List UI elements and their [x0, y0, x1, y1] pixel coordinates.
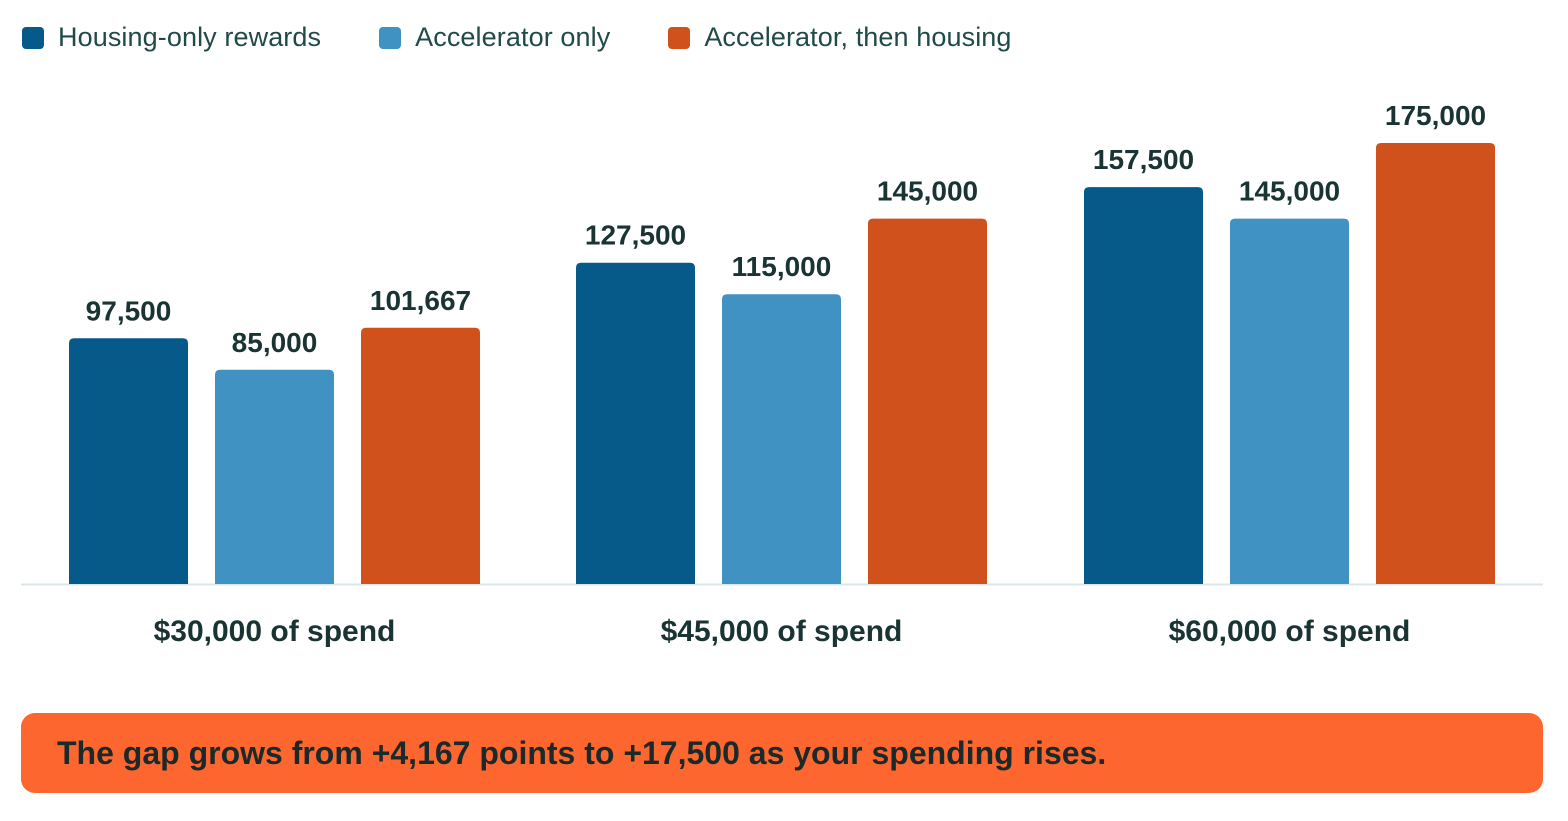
insight-banner: The gap grows from +4,167 points to +17,… [21, 713, 1543, 793]
category-label: $60,000 of spend [1169, 615, 1411, 648]
bar [722, 294, 841, 584]
bar-value-label: 175,000 [1385, 100, 1486, 131]
legend-item: Accelerator, then housing [668, 22, 1011, 53]
legend-label: Housing-only rewards [58, 22, 322, 52]
bar [361, 327, 480, 584]
bar-value-label: 97,500 [86, 295, 172, 326]
legend-label: Accelerator only [415, 22, 611, 52]
insight-banner-text: The gap grows from +4,167 points to +17,… [57, 734, 1107, 771]
bar-value-label: 157,500 [1093, 144, 1194, 175]
legend-swatch [668, 26, 691, 49]
bar [576, 262, 695, 584]
legend-item: Accelerator only [379, 22, 610, 53]
bar [69, 338, 188, 584]
bar-value-label: 145,000 [1239, 176, 1340, 207]
bar-value-label: 145,000 [877, 176, 978, 207]
category-label: $30,000 of spend [154, 615, 396, 648]
legend-swatch [22, 26, 44, 49]
bar-value-label: 85,000 [232, 327, 318, 358]
legend-label: Accelerator, then housing [704, 22, 1012, 52]
bar [215, 369, 334, 584]
legend-swatch [379, 26, 402, 49]
bar [868, 218, 987, 584]
legend: Housing-only rewards Accelerator only Acce… [22, 22, 1070, 53]
bar [1230, 218, 1349, 584]
bar-value-label: 127,500 [585, 220, 686, 251]
category-label: $45,000 of spend [661, 615, 903, 648]
bar-chart: 97,500 85,000 101,667 $30,000 of spend 127,5… [21, 100, 1543, 648]
bar-value-label: 115,000 [732, 251, 832, 282]
bar [1376, 143, 1495, 584]
bar [1084, 187, 1203, 584]
legend-item: Housing-only rewards [22, 22, 321, 53]
bar-value-label: 101,667 [370, 285, 471, 316]
